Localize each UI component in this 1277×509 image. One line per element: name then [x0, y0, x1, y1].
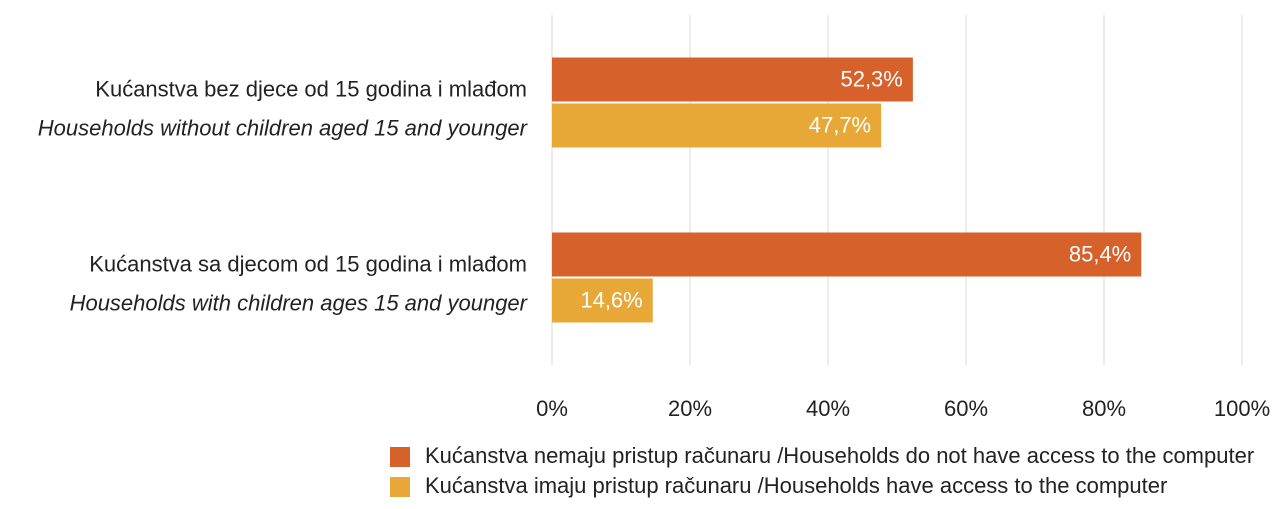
bar — [552, 278, 653, 323]
x-tick-label: 100% — [1214, 396, 1270, 421]
x-tick-label: 0% — [536, 396, 568, 421]
legend-swatch — [390, 477, 410, 497]
value-label: 14,6% — [580, 287, 642, 312]
category-label: Kućanstva sa djecom od 15 godina i mlađo… — [89, 251, 527, 276]
value-label: 47,7% — [809, 112, 871, 137]
legend-label: Kućanstva nemaju pristup računaru /House… — [425, 443, 1254, 468]
legend-swatch — [390, 447, 410, 467]
bar — [552, 103, 882, 148]
x-tick-label: 40% — [806, 396, 850, 421]
bar — [552, 232, 1142, 277]
x-tick-label: 80% — [1082, 396, 1126, 421]
value-label: 52,3% — [840, 66, 902, 91]
value-label: 85,4% — [1069, 241, 1131, 266]
legend-label: Kućanstva imaju pristup računaru /Househ… — [425, 473, 1167, 498]
bar — [552, 57, 913, 102]
category-label: Kućanstva bez djece od 15 godina i mlađo… — [95, 76, 527, 101]
category-label-en: Households without children aged 15 and … — [38, 115, 529, 140]
x-tick-label: 60% — [944, 396, 988, 421]
x-tick-label: 20% — [668, 396, 712, 421]
category-label-en: Households with children ages 15 and you… — [70, 290, 529, 315]
